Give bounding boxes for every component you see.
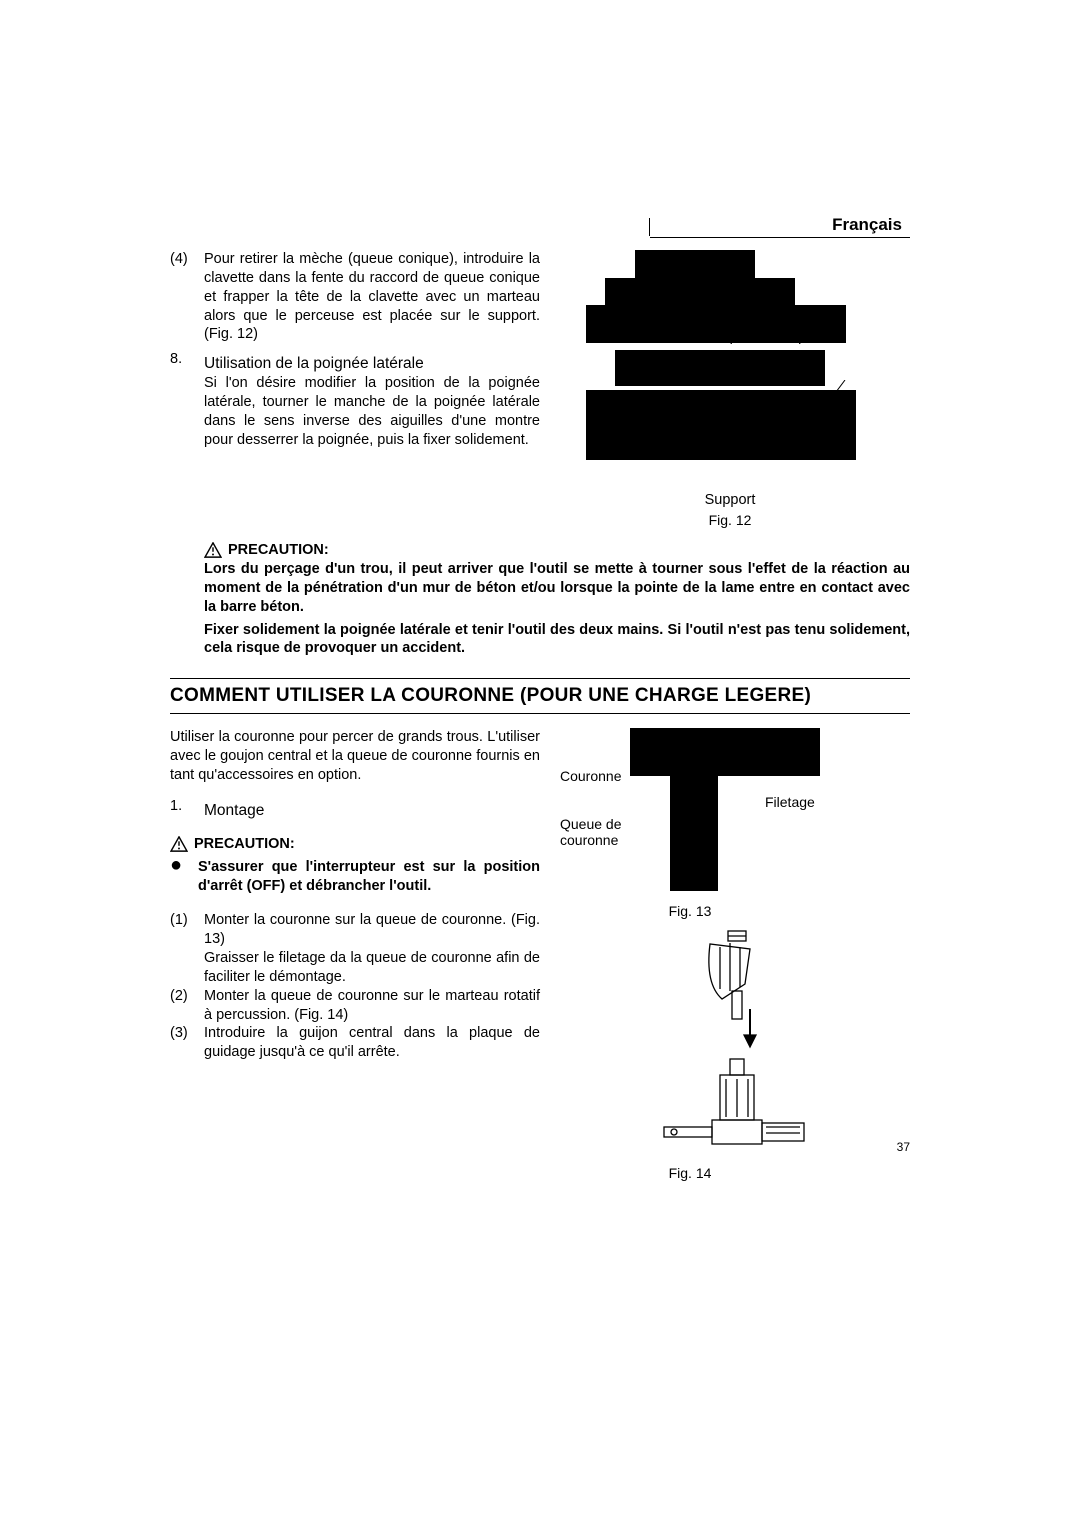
- bullet-dot-icon: ●: [170, 858, 188, 896]
- substep-2: (2) Monter la queue de couronne sur le m…: [170, 987, 540, 1025]
- fig13-label-queue-1: Queue de: [560, 816, 622, 832]
- precaution-para-2: Fixer solidement la poignée latérale et …: [170, 621, 910, 659]
- lower-precaution-heading: PRECAUTION:: [170, 835, 540, 854]
- lower-precaution-label: PRECAUTION:: [194, 835, 295, 854]
- page-number: 37: [897, 1140, 910, 1154]
- substep-1-text2: Graisser le filetage da la queue de cour…: [204, 949, 540, 987]
- lower-section: Utiliser la couronne pour percer de gran…: [170, 728, 910, 1181]
- fig13-label-filetage: Filetage: [765, 794, 815, 810]
- figure-14: [650, 929, 820, 1159]
- step-1-heading: Montage: [204, 801, 540, 821]
- substep-1-text: Monter la couronne sur la queue de couro…: [204, 911, 540, 949]
- fig12-caption: Fig. 12: [580, 512, 880, 528]
- substep-2-text: Monter la queue de couronne sur le marte…: [204, 987, 540, 1025]
- fig12-redaction: [615, 350, 825, 386]
- section-title: COMMENT UTILISER LA COURONNE (POUR UNE C…: [170, 678, 910, 714]
- top-left-column: (4) Pour retirer la mèche (queue conique…: [170, 250, 540, 528]
- step-1-num: 1.: [170, 797, 204, 821]
- lower-left-column: Utiliser la couronne pour percer de gran…: [170, 728, 540, 1181]
- item-4-text: Pour retirer la mèche (queue conique), i…: [204, 250, 540, 344]
- step-1: 1. Montage: [170, 797, 540, 821]
- substep-1: (1) Monter la couronne sur la queue de c…: [170, 911, 540, 986]
- substep-1-num: (1): [170, 911, 204, 986]
- substep-3-text: Introduire la guijon central dans la pla…: [204, 1024, 540, 1062]
- top-section: (4) Pour retirer la mèche (queue conique…: [170, 250, 910, 528]
- item-8-num: 8.: [170, 350, 204, 450]
- bullet-text: S'assurer que l'interrupteur est sur la …: [198, 858, 540, 896]
- fig14-caption: Fig. 14: [560, 1165, 820, 1181]
- item-8-text: Si l'on désire modifier la position de l…: [204, 374, 540, 449]
- item-8-body: Utilisation de la poignée latérale Si l'…: [204, 350, 540, 450]
- substep-3: (3) Introduire la guijon central dans la…: [170, 1024, 540, 1062]
- fig12-support-label: Support: [580, 492, 880, 508]
- figure-13: Couronne Filetage Queue de couronne: [560, 728, 860, 903]
- lower-intro: Utiliser la couronne pour percer de gran…: [170, 728, 540, 785]
- precaution-para-1: Lors du perçage d'un trou, il peut arriv…: [170, 560, 910, 617]
- item-8-heading: Utilisation de la poignée latérale: [204, 354, 540, 374]
- warning-icon: [204, 542, 222, 558]
- precaution-heading: PRECAUTION:: [170, 542, 910, 558]
- figure-12: de queue conique te: [580, 250, 880, 480]
- bullet-item: ● S'assurer que l'interrupteur est sur l…: [170, 858, 540, 896]
- fig12-redaction: [586, 305, 846, 343]
- substep-2-num: (2): [170, 987, 204, 1025]
- item-4-num: (4): [170, 250, 204, 344]
- substep-3-num: (3): [170, 1024, 204, 1062]
- fig13-label-couronne: Couronne: [560, 768, 622, 784]
- substep-1-body: Monter la couronne sur la queue de couro…: [204, 911, 540, 986]
- language-header: Français: [650, 215, 910, 238]
- item-8: 8. Utilisation de la poignée latérale Si…: [170, 350, 540, 450]
- item-4: (4) Pour retirer la mèche (queue conique…: [170, 250, 540, 344]
- fig13-redaction: [630, 728, 820, 776]
- warning-icon: [170, 836, 188, 852]
- fig13-label-queue-2: couronne: [560, 832, 618, 848]
- fig12-redaction: [586, 390, 856, 460]
- precaution-label: PRECAUTION:: [228, 542, 329, 558]
- fig13-caption: Fig. 13: [560, 903, 820, 919]
- lower-right-column: Couronne Filetage Queue de couronne Fig.…: [560, 728, 910, 1181]
- figure-12-container: de queue conique te Support Fig. 12: [560, 250, 910, 528]
- fig13-redaction: [670, 776, 718, 891]
- fig12-redaction: [635, 250, 755, 280]
